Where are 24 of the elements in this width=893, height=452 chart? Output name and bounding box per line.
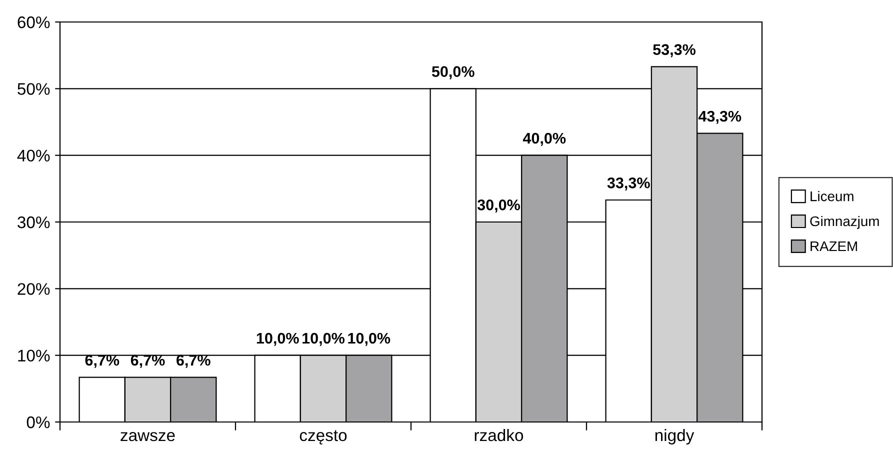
x-tick-label: zawsze xyxy=(120,432,175,442)
y-tick-label: 50% xyxy=(18,83,50,95)
data-label: 10,0% xyxy=(348,332,390,346)
x-tick-label: często xyxy=(300,430,347,444)
x-tick-label: nigdy xyxy=(655,428,694,444)
legend-label: RAZEM xyxy=(810,241,857,252)
data-label: 10,0% xyxy=(256,332,299,346)
data-label: 30,0% xyxy=(477,199,520,213)
data-label: 33,3% xyxy=(607,177,650,191)
y-tick-label: 10% xyxy=(18,350,50,362)
y-tick-label: 30% xyxy=(18,216,50,228)
legend-label: Gimnazjum xyxy=(810,216,879,229)
y-tick-label: 0% xyxy=(26,416,50,428)
data-label: 43,3% xyxy=(698,110,742,124)
y-tick-label: 60% xyxy=(18,16,50,28)
data-label: 6,7% xyxy=(176,354,210,368)
data-label: 53,3% xyxy=(653,44,696,58)
data-label: 10,0% xyxy=(302,332,345,346)
y-tick-label: 40% xyxy=(17,150,50,162)
y-tick-label: 20% xyxy=(18,283,50,295)
x-tick-label: rzadko xyxy=(474,428,524,442)
data-label: 50,0% xyxy=(432,66,474,80)
data-label: 40,0% xyxy=(522,132,566,146)
legend-label: Liceum xyxy=(810,191,854,202)
